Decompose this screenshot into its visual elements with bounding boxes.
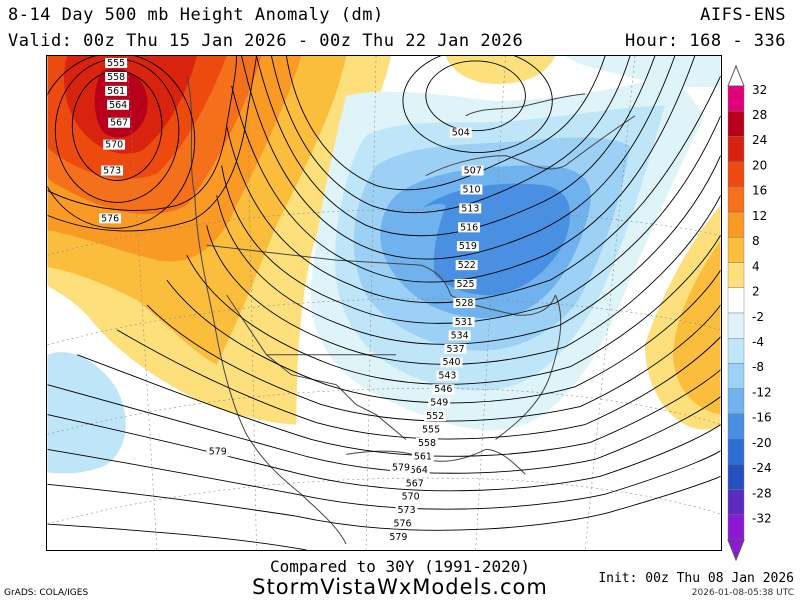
model-name: AIFS-ENS [700,5,786,25]
colorbar-tick-label: 16 [752,184,767,198]
grads-credit: GrADS: COLA/IGES [4,588,89,598]
forecast-hour: Hour: 168 - 336 [624,31,786,51]
colorbar-legend: 32 28 24 20 16 12 8 4 2 -2 -4 -8 -12 -16 -20 -24 -28 -32 [727,64,772,562]
climatology-note: Compared to 30Y (1991-2020) [269,557,531,576]
contour-label: 516 [460,222,478,233]
colorbar-tick-label: 20 [752,158,767,172]
colorbar-swatch [727,438,745,465]
contour-label: 573 [103,166,121,177]
colorbar-tick-label: -12 [752,385,772,399]
colorbar-swatch [727,338,745,364]
contour-labels-trough: 504 507 510 513 516 519 522 525 528 531 534 537 540 5… [387,128,484,543]
contour-label: 522 [458,260,476,271]
colorbar-swatch [727,312,745,339]
contour-label: 573 [398,505,416,516]
coastlines [186,75,636,545]
colorbar-top-arrow [727,64,745,87]
contour-label: 552 [426,411,444,422]
contour-label: 546 [434,384,452,395]
contour-labels-south: 579 579 [206,446,412,473]
colorbar-bottom-arrow [727,539,745,562]
colorbar-tick-label: -8 [752,360,764,374]
colorbar-swatch [727,161,745,188]
colorbar-swatch [727,363,745,389]
contour-label: 576 [101,213,119,224]
contour-label: 567 [110,118,128,129]
contour-label: 570 [402,492,420,503]
colorbar-tick-label: -20 [752,436,772,450]
contour-label: 549 [430,398,448,409]
colorbar-swatch [727,388,745,415]
colorbar-tick-label: 8 [752,234,760,248]
contour-label: 543 [438,371,456,382]
contour-label: 555 [107,58,125,69]
colorbar-swatch [727,85,745,112]
height-anomaly-map: 555 558 561 564 567 570 573 576 504 507 51… [46,55,722,551]
contour-label: 531 [455,317,473,328]
contour-label: 564 [109,100,127,111]
negative-anomaly-pacific [47,352,126,474]
generated-timestamp: 2026-01-08-05:38 UTC [691,588,794,598]
colorbar-tick-label: -2 [752,310,764,324]
init-time: Init: 00z Thu 08 Jan 2026 [598,571,794,586]
contour-label: 537 [447,344,465,355]
colorbar-swatch [727,111,745,137]
colorbar-swatch [727,464,745,490]
colorbar-swatch [727,136,745,162]
contour-label: 510 [462,184,480,195]
contour-label: 579 [209,446,227,457]
colorbar-swatch [727,413,745,440]
colorbar-tick-label: -4 [752,335,764,349]
contour-labels-northwest: 555 558 561 564 567 570 573 576 [99,58,131,224]
colorbar-tick-label: 2 [752,285,760,299]
contour-label: 555 [422,424,440,435]
colorbar-swatch [727,262,745,288]
contour-label: 561 [107,86,125,97]
colorbar-swatch [727,489,745,515]
colorbar-tick-label: 24 [752,133,767,147]
site-watermark: StormVistaWxModels.com [252,575,548,599]
contour-label: 507 [464,166,482,177]
contour-label: 567 [406,478,424,489]
colorbar-swatch [727,237,745,263]
colorbar-tick-label: 32 [752,83,767,97]
valid-period: Valid: 00z Thu 15 Jan 2026 - 00z Thu 22 … [8,31,524,51]
height-contours [47,56,721,550]
colorbar-swatch [727,186,745,213]
contour-label: 513 [461,203,479,214]
contour-label: 561 [414,451,432,462]
colorbar-tick-label: -32 [752,512,772,526]
contour-label: 519 [459,241,477,252]
colorbar-tick-label: 28 [752,108,767,122]
contour-label: 564 [410,465,428,476]
latlon-grid [47,56,721,550]
colorbar-swatch [727,514,745,541]
map-title: 8-14 Day 500 mb Height Anomaly (dm) [8,5,384,25]
contour-label: 558 [107,72,125,83]
colorbar-tick-label: -16 [752,411,772,425]
contour-label: 540 [442,357,460,368]
contour-label: 558 [418,438,436,449]
contour-label: 525 [457,279,475,290]
contour-label: 579 [392,462,410,473]
contour-label: 504 [452,128,470,139]
contour-label: 528 [455,298,473,309]
colorbar-tick-label: -24 [752,461,772,475]
colorbar-tick-label: 4 [752,259,760,273]
contour-label: 579 [389,532,407,543]
contour-label: 570 [105,140,123,151]
contour-label: 576 [393,519,411,530]
colorbar-swatch [727,211,745,238]
contour-label: 534 [451,330,469,341]
colorbar-swatch [727,287,745,314]
colorbar-tick-label: -28 [752,486,772,500]
colorbar-tick-label: 12 [752,209,767,223]
